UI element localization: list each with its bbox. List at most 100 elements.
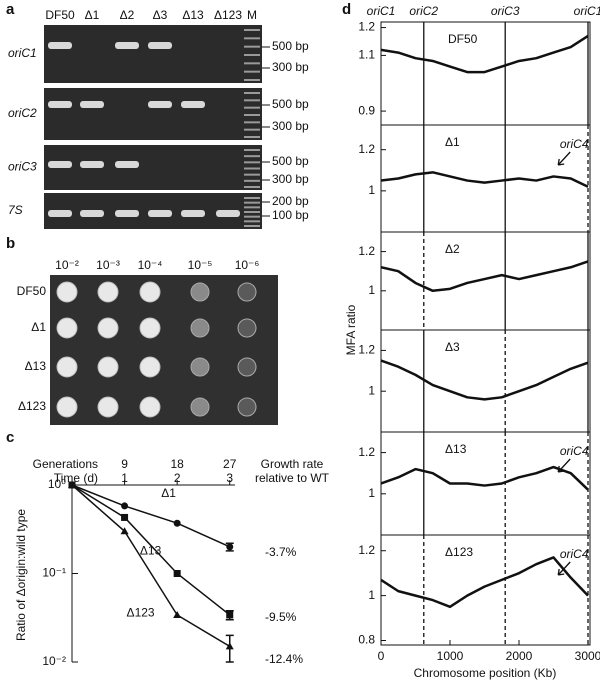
lane-label: Δ2 [120,8,135,22]
spot [97,396,119,418]
x-tick-label: 1 [121,471,128,485]
y-tick-label: 1.1 [358,48,375,62]
annotation: oriC4 [560,137,589,151]
marker [68,481,76,488]
gel-band [115,42,139,49]
gel-band [48,210,72,217]
spot [97,356,119,378]
y-tick-label: 10⁻² [42,654,66,668]
y-tick-label: 1 [368,183,375,197]
gel-row-label: oriC3 [8,160,37,174]
subplot-frame [380,329,591,433]
ladder-band [244,167,260,170]
annotation-title: Growth rate [261,457,324,471]
gel-band [80,161,104,168]
spot [190,282,210,302]
gel-band [48,42,72,49]
spot [56,317,78,339]
ladder-band [244,121,260,124]
lane-label: DF50 [45,8,75,22]
y-tick-label: 1 [368,383,375,397]
dilution-label: 10⁻⁴ [138,258,163,272]
x-axis-title: Chromosome position (Kb) [414,666,557,680]
subplot-label: Δ3 [445,340,460,354]
y-tick-label: 1 [368,588,375,602]
generations-label: Generations [33,457,98,471]
gel-band [80,101,104,108]
mfa-line [380,171,589,188]
y-tick-label: 1.2 [358,343,375,357]
marker [173,610,182,618]
y-axis-title: MFA ratio [344,304,358,355]
subplot-label: Δ13 [445,442,467,456]
error-bar [225,542,234,552]
annotation: oriC4 [560,547,589,561]
ladder-band [244,136,260,138]
panel-label: d [342,1,351,18]
dilution-label: 10⁻² [55,258,79,272]
series-line [71,484,231,648]
gel-band [148,210,172,217]
subplot-frame [380,534,591,646]
y-tick-label: 1.2 [358,20,375,34]
growth-rate: -3.7% [265,545,297,559]
lane-label: M [247,8,257,22]
gel-band [115,161,139,168]
spot [190,318,210,338]
ladder-band [244,206,260,209]
ladder-band [244,62,260,65]
spot [237,318,257,338]
ladder-band [244,201,260,204]
ladder-band [244,155,260,158]
ladder-band [244,29,260,31]
y-axis-title: Ratio of Δorigin:wild type [14,509,28,641]
x-tick-label: 2 [174,471,181,485]
series-label: Δ1 [161,486,176,500]
panel-label: a [6,1,15,18]
growth-rate: -12.4% [265,652,303,666]
y-tick-label: 1.2 [358,142,375,156]
gel [44,25,262,83]
ladder-band [244,45,260,48]
panel-label: b [6,235,15,252]
ladder-band [244,37,260,40]
ladder-band [244,197,260,199]
strain-label: Δ13 [25,359,47,373]
spot [139,356,161,378]
gel-band [148,42,172,49]
spot [190,357,210,377]
spot [56,281,78,303]
marker [121,513,129,521]
gel-band [216,210,240,217]
annotation-arrow [557,458,571,473]
annotation-arrow [557,561,571,576]
plate [50,275,278,425]
y-tick-label: 1.2 [358,445,375,459]
series-label: Δ13 [140,544,162,558]
origin-label: oriC3 [491,4,520,18]
marker [121,502,129,510]
gel-band [181,210,205,217]
error-bar [225,609,234,621]
spot [97,281,119,303]
ladder-band [244,215,260,218]
subplot-frame [380,431,591,536]
mfa-line [380,465,589,491]
marker-label: 300 bp [272,60,309,74]
subplot-label: Δ123 [445,545,473,559]
subplot-label: Δ2 [445,242,460,256]
marker [173,519,181,527]
y-tick-label: 10⁰ [48,477,66,491]
origin-label: oriC1 [367,4,396,18]
spot [237,282,257,302]
y-tick-label: 1 [368,486,375,500]
y-tick-label: 10⁻¹ [42,566,66,580]
annotation-arrow [557,151,571,166]
spot [237,357,257,377]
series-label: Δ123 [127,605,155,619]
y-tick-label: 0.8 [358,633,375,647]
strain-label: Δ1 [31,320,46,334]
ladder-band [244,114,260,116]
gel [44,88,262,140]
subplot-label: Δ1 [445,135,460,149]
